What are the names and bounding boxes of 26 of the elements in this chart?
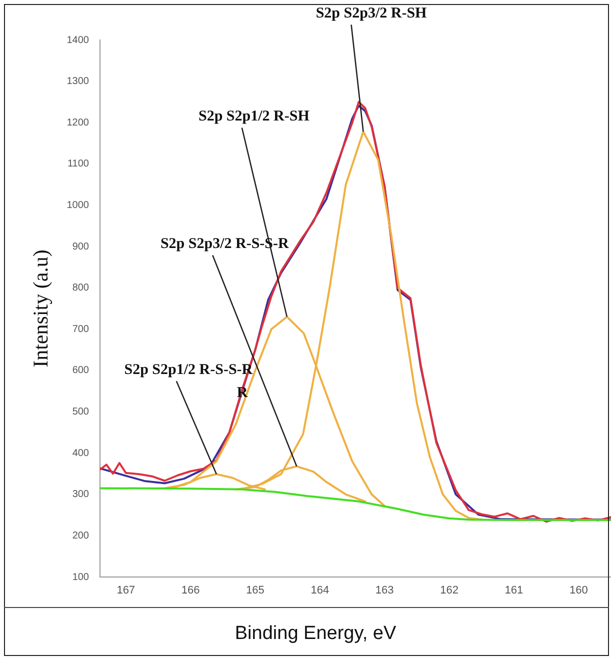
y-tick-label: 100	[72, 572, 90, 583]
x-tick-label: 166	[181, 584, 200, 597]
y-tick-label: 1400	[66, 34, 90, 46]
x-tick-label: 163	[375, 584, 394, 597]
y-tick-label: 400	[72, 448, 90, 459]
x-tick-label: 162	[440, 584, 458, 597]
x-tick-label: 164	[310, 584, 330, 597]
y-tick-label: 1100	[67, 158, 90, 170]
y-tick-label: 1300	[66, 76, 90, 88]
annotation: S2p S2p1/2 R-SH	[198, 108, 310, 125]
y-tick-label: 500	[72, 406, 90, 418]
y-tick-label: 900	[72, 241, 90, 252]
y-tick-label: 600	[72, 365, 90, 376]
x-tick-label: 165	[246, 584, 264, 597]
y-tick-label: 1000	[66, 200, 90, 211]
y-tick-label: 700	[72, 324, 90, 335]
y-axis-title: Intensity (a.u)	[28, 250, 53, 368]
x-tick-label: 167	[116, 584, 136, 597]
x-tick-label: 160	[569, 584, 588, 597]
y-tick-label: 800	[72, 282, 90, 294]
x-axis-title: Binding Energy, eV	[234, 623, 396, 644]
y-tick-label: 200	[72, 530, 90, 542]
x-tick-label: 161	[504, 584, 524, 597]
annotation: S2p S2p3/2 R-SH	[316, 6, 428, 22]
y-tick-label: 1200	[66, 117, 90, 128]
y-tick-label: 300	[72, 489, 90, 500]
